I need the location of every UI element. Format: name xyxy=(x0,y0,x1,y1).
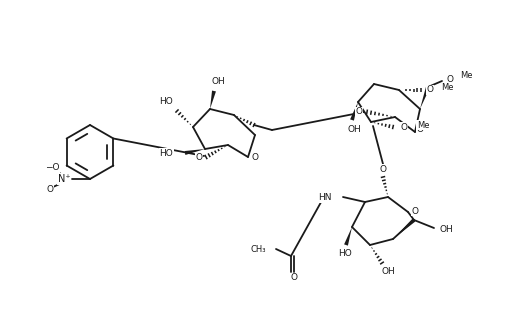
Polygon shape xyxy=(344,227,352,246)
Text: Me: Me xyxy=(441,83,454,93)
Text: O: O xyxy=(447,75,454,83)
Text: Me: Me xyxy=(460,72,473,80)
Text: HO: HO xyxy=(159,148,173,158)
Polygon shape xyxy=(210,91,216,109)
Text: O: O xyxy=(355,108,363,116)
Text: HO: HO xyxy=(338,250,352,259)
Text: O: O xyxy=(401,123,408,131)
Text: OH: OH xyxy=(211,77,225,85)
Text: −O: −O xyxy=(45,164,59,173)
Text: O: O xyxy=(46,184,53,194)
Text: Me: Me xyxy=(417,121,429,129)
Text: O: O xyxy=(380,164,386,174)
Text: O: O xyxy=(417,125,423,133)
Text: HN: HN xyxy=(318,194,332,202)
Text: OH: OH xyxy=(439,225,453,233)
Text: OH: OH xyxy=(347,125,361,133)
Polygon shape xyxy=(420,86,430,109)
Text: O: O xyxy=(427,85,433,95)
Text: O: O xyxy=(411,206,419,215)
Text: HO: HO xyxy=(159,96,173,106)
Text: O: O xyxy=(251,153,259,163)
Text: OH: OH xyxy=(381,267,395,277)
Text: O: O xyxy=(195,153,203,163)
Text: N⁺: N⁺ xyxy=(58,174,70,184)
Text: CH₃: CH₃ xyxy=(250,245,266,253)
Polygon shape xyxy=(393,218,416,239)
Polygon shape xyxy=(350,102,358,121)
Text: O: O xyxy=(290,273,297,283)
Polygon shape xyxy=(185,149,205,155)
